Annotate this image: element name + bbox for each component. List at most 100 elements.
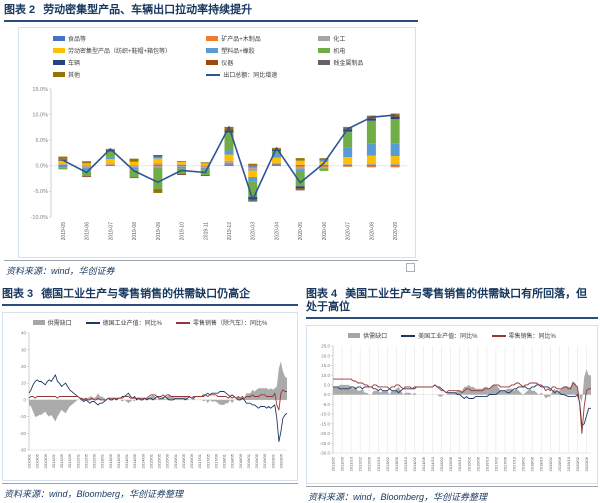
legend-item: 贱金属制品 — [318, 58, 411, 67]
svg-text:2019/10: 2019/10 — [566, 456, 571, 471]
figure-3-heading: 德国工业生产与零售销售的供需缺口仍高企 — [41, 288, 250, 300]
legend-color-swatch — [206, 60, 218, 65]
svg-text:2019/09: 2019/09 — [262, 453, 267, 468]
svg-text:2016/06: 2016/06 — [475, 456, 480, 471]
legend-color-swatch — [53, 60, 65, 65]
svg-text:2017/01: 2017/01 — [197, 453, 202, 468]
svg-text:2013/10: 2013/10 — [403, 456, 408, 471]
svg-text:2011/09: 2011/09 — [67, 453, 72, 468]
svg-text:2017/09: 2017/09 — [213, 453, 218, 468]
svg-text:2019/06: 2019/06 — [557, 456, 562, 471]
svg-text:2018/09: 2018/09 — [238, 453, 243, 468]
legend-line-swatch — [401, 335, 415, 337]
legend-item: 出口总额：同比增速 — [206, 70, 314, 79]
svg-text:2020-04: 2020-04 — [274, 222, 280, 241]
svg-text:2018/06: 2018/06 — [530, 456, 535, 471]
legend-color-swatch — [318, 36, 330, 41]
svg-text:2010/01: 2010/01 — [27, 453, 32, 468]
legend-color-swatch — [33, 320, 45, 325]
svg-text:20.0: 20.0 — [321, 353, 330, 358]
empty-checkbox-placeholder — [406, 263, 415, 272]
svg-text:2016/01: 2016/01 — [173, 453, 178, 468]
svg-text:2020-06: 2020-06 — [322, 222, 328, 241]
svg-text:-30.0: -30.0 — [320, 451, 331, 456]
svg-text:2012/01: 2012/01 — [75, 453, 80, 468]
svg-text:2015/02: 2015/02 — [439, 456, 444, 471]
figure-4-heading: 美国工业生产与零售销售的供需缺口有所回落，但处于高位 — [306, 288, 587, 313]
svg-text:2019-05: 2019-05 — [61, 222, 67, 241]
legend-label: 美国工业产值：同比% — [418, 331, 477, 340]
svg-text:-15.0: -15.0 — [320, 421, 331, 426]
figure-4-legend: 供需缺口 美国工业产值：同比% 零售销售：同比% — [307, 326, 597, 341]
svg-text:-30: -30 — [19, 448, 26, 453]
svg-text:2013/01: 2013/01 — [100, 453, 105, 468]
svg-text:2019/02: 2019/02 — [548, 456, 553, 471]
legend-item: 美国工业产值：同比% — [401, 331, 477, 340]
legend-label: 供需缺口 — [48, 318, 72, 327]
svg-text:-20: -20 — [19, 431, 26, 436]
svg-text:2010/09: 2010/09 — [43, 453, 48, 468]
svg-text:2012/10: 2012/10 — [376, 456, 381, 471]
svg-text:2019-08: 2019-08 — [132, 222, 138, 241]
legend-label: 其他 — [68, 70, 80, 79]
svg-text:-10.0%: -10.0% — [31, 215, 49, 221]
legend-label: 出口总额：同比增速 — [223, 70, 277, 79]
svg-text:2019-07: 2019-07 — [108, 222, 114, 241]
svg-text:-10: -10 — [19, 414, 26, 419]
legend-item: 塑料品+橡胶 — [206, 46, 314, 55]
svg-text:2017/06: 2017/06 — [503, 456, 508, 471]
legend-color-swatch — [53, 48, 65, 53]
figure-4-title-rule — [306, 317, 598, 319]
legend-label: 供需缺口 — [363, 331, 387, 340]
svg-text:2012/06: 2012/06 — [367, 456, 372, 471]
legend-label: 德国工业产值：同比% — [103, 318, 162, 327]
legend-label: 贱金属制品 — [333, 58, 363, 67]
legend-line-swatch — [176, 322, 190, 324]
svg-text:2017/05: 2017/05 — [205, 453, 210, 468]
legend-item: 食品等 — [53, 34, 202, 43]
svg-text:2018/02: 2018/02 — [521, 456, 526, 471]
legend-item: 矿产品+木制品 — [206, 34, 314, 43]
svg-text:2016/02: 2016/02 — [466, 456, 471, 471]
svg-text:2020-05: 2020-05 — [298, 222, 304, 241]
svg-text:2016/05: 2016/05 — [181, 453, 186, 468]
figure-2-legend: 食品等矿产品+木制品化工劳动密集型产品（纺织+鞋帽+箱包等）塑料品+橡胶机电车辆… — [19, 28, 415, 81]
svg-text:2015/06: 2015/06 — [448, 456, 453, 471]
svg-text:10.0%: 10.0% — [32, 112, 48, 118]
svg-text:2020-09: 2020-09 — [393, 222, 399, 241]
figure-2-source: 资料来源：wind，华创证券 — [4, 261, 418, 277]
svg-text:2017/02: 2017/02 — [493, 456, 498, 471]
legend-color-swatch — [206, 48, 218, 53]
legend-label: 零售销售：同比% — [509, 331, 556, 340]
figure-2-chart-box: 食品等矿产品+木制品化工劳动密集型产品（纺织+鞋帽+箱包等）塑料品+橡胶机电车辆… — [18, 27, 416, 258]
figure-4-label: 图表 4 — [306, 288, 337, 300]
svg-text:2015/09: 2015/09 — [165, 453, 170, 468]
figure-3-title-rule — [2, 304, 298, 306]
figure-4-chart: 25.020.015.010.05.00.0-5.0-10.0-15.0-20.… — [307, 341, 595, 483]
legend-item: 德国工业产值：同比% — [86, 318, 162, 327]
figure-2-label: 图表 2 — [4, 4, 35, 16]
svg-text:2020/05: 2020/05 — [278, 453, 283, 468]
svg-text:2012/09: 2012/09 — [92, 453, 97, 468]
svg-text:-10.0: -10.0 — [320, 412, 331, 417]
legend-item: 机电 — [318, 46, 411, 55]
legend-label: 车辆 — [68, 58, 80, 67]
svg-text:2011/02: 2011/02 — [331, 456, 336, 471]
svg-text:2019/01: 2019/01 — [246, 453, 251, 468]
legend-item: 车辆 — [53, 58, 202, 67]
figure-2-title-rule — [4, 20, 418, 22]
svg-text:2017/10: 2017/10 — [512, 456, 517, 471]
svg-text:2019-11: 2019-11 — [203, 222, 209, 240]
svg-text:20: 20 — [21, 364, 27, 369]
svg-text:-20.0: -20.0 — [320, 431, 331, 436]
legend-line-swatch — [86, 322, 100, 324]
svg-text:2020-08: 2020-08 — [369, 222, 375, 241]
svg-text:2013/05: 2013/05 — [108, 453, 113, 468]
